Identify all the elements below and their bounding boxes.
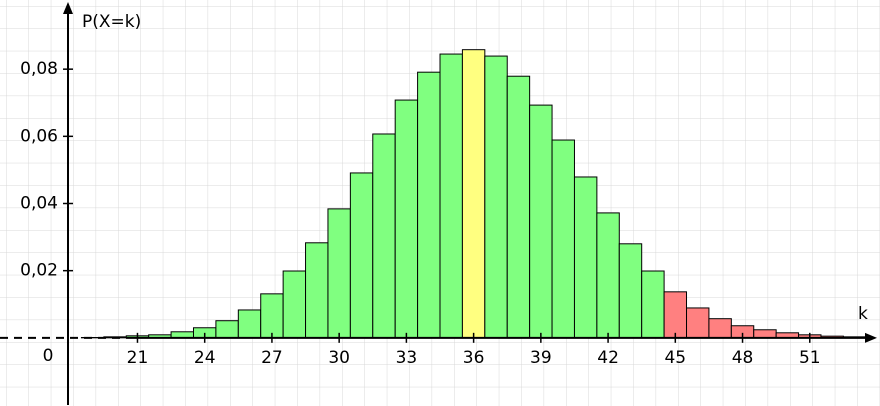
bar bbox=[641, 270, 665, 339]
x-tick-label: 51 bbox=[799, 348, 821, 368]
bar bbox=[305, 242, 329, 339]
bar bbox=[618, 243, 643, 339]
x-tick-label: 30 bbox=[328, 348, 350, 368]
y-axis-label: P(X=k) bbox=[82, 12, 141, 32]
y-tick-label: 0,08 bbox=[20, 59, 58, 79]
x-axis-arrow bbox=[865, 332, 877, 343]
y-tick-label: 0,04 bbox=[20, 194, 58, 214]
x-tick-label: 36 bbox=[463, 348, 485, 368]
bar bbox=[663, 291, 688, 339]
y-tick-label: 0,02 bbox=[20, 261, 58, 281]
bar bbox=[439, 53, 463, 339]
x-tick-label: 42 bbox=[597, 348, 619, 368]
x-tick-label: 45 bbox=[664, 348, 686, 368]
bar bbox=[484, 55, 508, 339]
bar bbox=[417, 71, 441, 339]
bar bbox=[686, 307, 710, 339]
x-axis-label: k bbox=[858, 304, 868, 324]
bar bbox=[506, 75, 531, 339]
bar bbox=[529, 104, 553, 339]
x-tick-label: 48 bbox=[732, 348, 754, 368]
x-tick-label: 27 bbox=[261, 348, 283, 368]
bar bbox=[596, 212, 620, 339]
bar bbox=[349, 172, 374, 339]
bar bbox=[573, 176, 598, 339]
bar bbox=[708, 318, 732, 339]
x-tick-label: 39 bbox=[530, 348, 552, 368]
bar bbox=[372, 133, 396, 339]
bar bbox=[260, 293, 284, 339]
bar bbox=[215, 320, 239, 339]
x-tick-label: 33 bbox=[396, 348, 418, 368]
bar bbox=[327, 208, 351, 339]
y-axis-arrow bbox=[63, 2, 73, 14]
y-tick-label: 0,06 bbox=[20, 126, 58, 146]
bar bbox=[753, 329, 777, 339]
x-tick-label: 21 bbox=[127, 348, 149, 368]
bar bbox=[282, 270, 307, 339]
bar bbox=[461, 49, 486, 339]
bar bbox=[551, 139, 575, 339]
x-tick-label: 24 bbox=[194, 348, 216, 368]
bar bbox=[394, 99, 419, 339]
bar bbox=[237, 309, 262, 339]
origin-label: 0 bbox=[43, 346, 54, 366]
